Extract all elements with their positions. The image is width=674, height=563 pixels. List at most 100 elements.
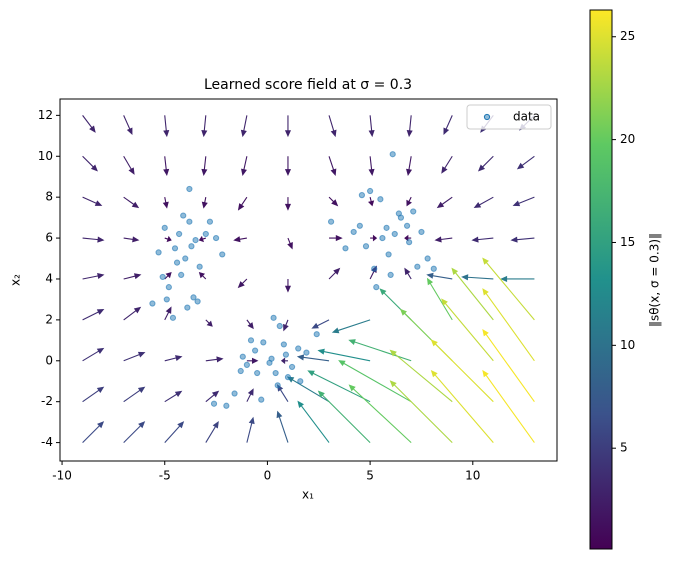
arrow [329, 235, 343, 242]
arrow [510, 236, 535, 243]
data-point [210, 400, 218, 407]
legend-marker [483, 113, 491, 121]
y-tick-label: -4 [41, 435, 53, 449]
arrow [246, 416, 255, 443]
data-point [252, 347, 259, 354]
arrow [82, 386, 105, 403]
y-axis-label: x₂ [9, 274, 23, 286]
arrow [198, 272, 207, 280]
data-point [247, 337, 255, 344]
arrow [368, 156, 375, 177]
arrow [205, 356, 224, 363]
data-point [186, 185, 193, 193]
arrow [389, 349, 453, 403]
colorbar [589, 9, 613, 550]
arrow [406, 196, 412, 207]
data-point [297, 378, 304, 385]
data-point [186, 218, 193, 225]
x-tick-label: 5 [366, 469, 374, 483]
data-point [373, 284, 380, 291]
arrow [284, 156, 292, 177]
data-point [303, 349, 310, 356]
data-point [313, 331, 320, 338]
arrow [317, 348, 371, 362]
data-point [410, 208, 417, 215]
arrow [164, 421, 185, 443]
arrow [430, 339, 494, 403]
arrow [370, 234, 378, 242]
data-point [188, 243, 195, 250]
x-tick-label: -5 [159, 469, 171, 483]
arrow [368, 115, 375, 138]
data-point [266, 359, 273, 366]
data-point [260, 339, 267, 346]
arrow [426, 272, 453, 280]
arrow [123, 115, 133, 136]
data-point [356, 222, 363, 229]
arrow [512, 196, 535, 207]
data-point [182, 255, 189, 262]
data-point [254, 369, 261, 377]
arrow [473, 196, 494, 209]
data-point [173, 259, 181, 266]
data-point [430, 265, 437, 272]
arrow [82, 309, 105, 321]
y-tick-label: 2 [45, 312, 53, 326]
arrow [246, 357, 259, 364]
arrow [233, 236, 247, 243]
data-point [383, 224, 390, 231]
arrow [205, 390, 220, 403]
data-point [178, 271, 185, 278]
arrow [201, 115, 208, 138]
x-axis-label: x₁ [302, 488, 314, 502]
arrow [164, 390, 183, 403]
arrow [82, 196, 103, 206]
arrow [283, 319, 289, 332]
arrow [164, 355, 183, 362]
colorbar-tick-label: 25 [620, 29, 635, 43]
arrow [443, 115, 453, 136]
arrow [246, 319, 254, 330]
arrow [311, 319, 330, 329]
data-point [212, 234, 220, 242]
arrow [164, 272, 172, 280]
data-point [288, 363, 296, 371]
arrow [430, 369, 494, 443]
arrow [205, 420, 219, 443]
y-tick-label: 0 [45, 353, 53, 367]
data-point [377, 196, 384, 203]
colorbar-tick-label: 20 [620, 132, 635, 146]
data-point [379, 234, 386, 242]
x-tick-label: -10 [52, 469, 72, 483]
arrow [328, 156, 337, 176]
arrow [123, 351, 146, 362]
data-point [196, 263, 203, 270]
arrow [426, 277, 453, 321]
arrow [406, 115, 413, 138]
arrow [123, 273, 142, 280]
data-point [342, 245, 349, 252]
arrow [477, 155, 494, 172]
arrow [482, 257, 535, 321]
colorbar-tick-label: 5 [620, 441, 628, 455]
arrow [246, 388, 254, 402]
data-point [149, 300, 156, 307]
arrow [404, 267, 412, 280]
arrow [307, 370, 371, 403]
arrow [482, 328, 535, 403]
data-point [418, 228, 425, 236]
data-point [367, 187, 374, 195]
y-tick-label: 8 [45, 190, 53, 204]
data-point [192, 237, 199, 244]
data-point [239, 353, 246, 360]
data-point [159, 273, 166, 281]
arrow [241, 156, 248, 177]
data-point [202, 230, 209, 238]
colorbar-tick-label: 15 [620, 235, 635, 249]
arrow [123, 421, 146, 443]
colorbar-label: ‖sθ(x, σ = 0.3)‖ [648, 233, 662, 327]
data-point [385, 251, 392, 258]
chart-title: Learned score field at σ = 0.3 [204, 77, 412, 93]
arrow [82, 272, 105, 280]
